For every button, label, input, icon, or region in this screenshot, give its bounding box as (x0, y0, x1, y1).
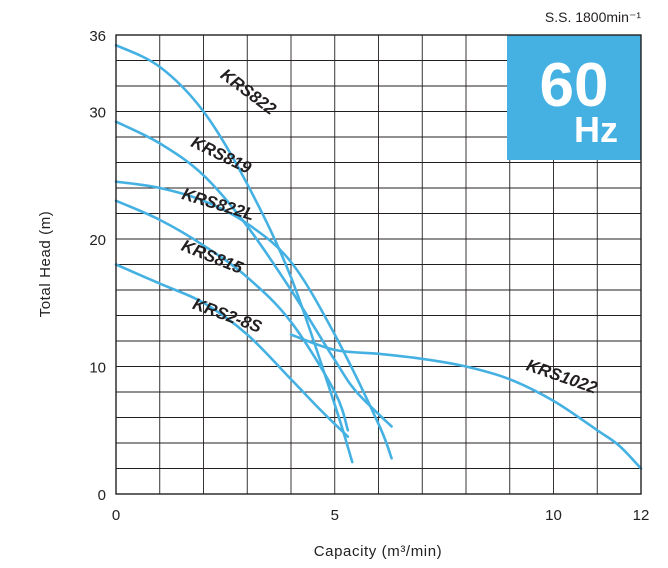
curve-krs2-8s (114, 263, 350, 438)
curve-krs819 (114, 120, 393, 428)
frequency-badge-value: 60 (540, 51, 609, 120)
y-tick-label: 30 (89, 105, 106, 122)
x-axis-title: Capacity (m³/min) (314, 543, 443, 560)
y-tick-label: 0 (98, 487, 106, 504)
x-tick-label: 0 (112, 507, 120, 524)
y-tick-label: 36 (89, 28, 106, 45)
x-tick-label: 12 (633, 507, 650, 524)
frequency-badge (507, 35, 641, 160)
curve-krs822 (114, 43, 354, 464)
plot-frame (115, 34, 642, 495)
frequency-badge-unit: Hz (574, 109, 618, 150)
x-tick-label: 10 (545, 507, 562, 524)
curve-krs1022 (289, 333, 643, 470)
curves (114, 43, 643, 470)
tick-labels: 0 5 10 12 0 10 20 30 36 (89, 28, 649, 524)
y-tick-label: 10 (89, 360, 106, 377)
speed-note: S.S. 1800min⁻¹ (545, 9, 641, 25)
y-tick-label: 20 (89, 232, 106, 249)
curve-krs822l (114, 180, 393, 460)
y-axis-title: Total Head (m) (37, 211, 54, 318)
curve-krs815 (114, 199, 350, 432)
x-tick-label: 5 (331, 507, 339, 524)
